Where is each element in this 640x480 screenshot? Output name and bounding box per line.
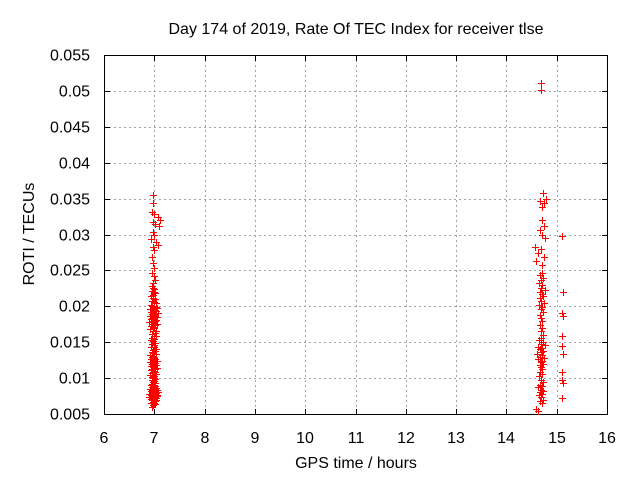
y-tick-label: 0.015	[50, 335, 90, 352]
y-tick-label: 0.03	[59, 228, 90, 245]
y-tick-label: 0.02	[59, 299, 90, 316]
grid-lines	[104, 55, 607, 414]
chart-title: Day 174 of 2019, Rate Of TEC Index for r…	[168, 21, 544, 38]
x-tick-label: 14	[497, 430, 515, 447]
x-tick-label: 6	[100, 430, 109, 447]
plot-border-rect	[104, 55, 608, 415]
x-tick-label: 13	[447, 430, 465, 447]
x-tick-label: 16	[598, 430, 616, 447]
x-tick-label: 15	[548, 430, 566, 447]
y-tick-label: 0.035	[50, 192, 90, 209]
y-tick-label: 0.05	[59, 84, 90, 101]
plot-border	[104, 55, 608, 415]
x-tick-label: 7	[150, 430, 159, 447]
scatter-series-ROTI	[146, 80, 567, 415]
x-tick-label: 12	[397, 430, 415, 447]
x-tick-label: 9	[251, 430, 260, 447]
y-tick-label: 0.005	[50, 407, 90, 424]
x-tick-label: 11	[348, 430, 365, 447]
y-tick-label: 0.04	[59, 156, 90, 173]
axis-ticks	[104, 55, 608, 415]
data-points	[146, 80, 567, 415]
x-tick-labels: 6 7 8 9 10 11 12 13 14 15 16	[100, 430, 616, 447]
x-axis-label: GPS time / hours	[295, 455, 417, 472]
y-tick-label: 0.045	[50, 120, 90, 137]
y-tick-label: 0.01	[59, 371, 90, 388]
y-tick-label: 0.025	[50, 263, 90, 280]
y-tick-label: 0.055	[50, 48, 90, 65]
x-tick-label: 8	[201, 430, 210, 447]
x-tick-label: 10	[296, 430, 314, 447]
y-tick-labels: 0.005 0.01 0.015 0.02 0.025 0.03 0.035 0.04 0.04…	[50, 48, 90, 424]
